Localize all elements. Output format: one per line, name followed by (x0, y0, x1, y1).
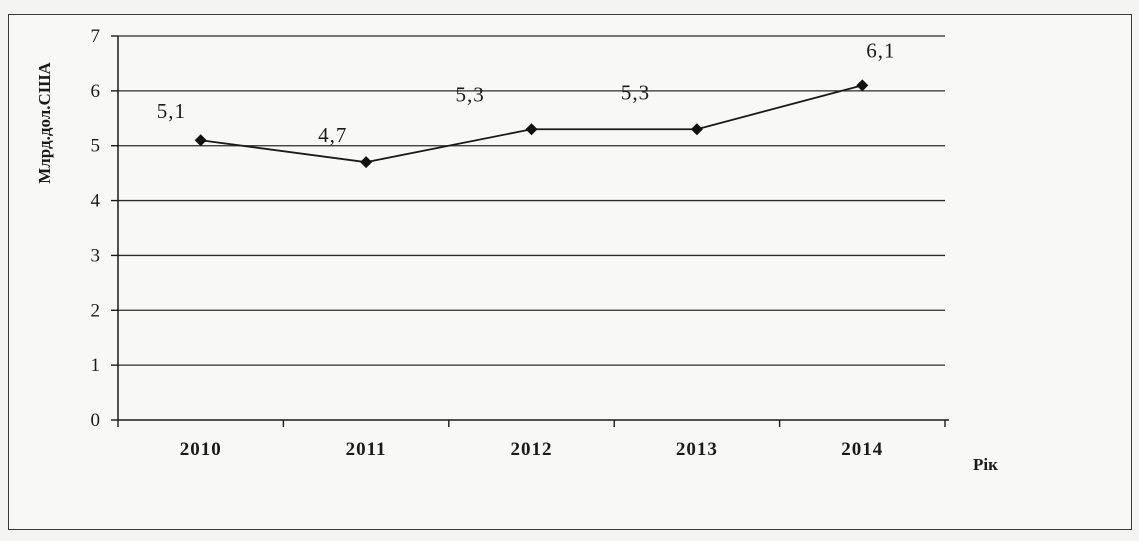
x-tick-label: 2012 (511, 439, 553, 460)
data-point-marker (525, 123, 538, 136)
data-point-marker (360, 156, 373, 169)
data-point-marker (856, 79, 869, 92)
y-tick-label: 0 (91, 410, 101, 431)
data-label: 5,3 (621, 80, 650, 104)
data-label: 4,7 (318, 123, 347, 147)
chart-frame (8, 14, 1132, 530)
x-tick-label: 2013 (676, 439, 718, 460)
y-tick-label: 1 (91, 355, 101, 376)
x-axis-title: Рік (973, 455, 998, 474)
data-point-marker (194, 134, 207, 147)
data-label: 5,3 (456, 82, 485, 106)
data-point-marker (690, 123, 703, 136)
y-tick-label: 2 (91, 300, 101, 321)
x-tick-label: 2010 (180, 439, 222, 460)
y-tick-label: 7 (91, 26, 101, 47)
x-tick-label: 2011 (346, 439, 387, 460)
y-tick-label: 4 (91, 191, 101, 212)
y-tick-label: 5 (91, 136, 101, 157)
y-axis-title: Млрд.дол.США (35, 62, 54, 184)
data-label: 6,1 (866, 38, 895, 62)
data-label: 5,1 (157, 99, 186, 123)
x-tick-label: 2014 (841, 439, 883, 460)
y-tick-label: 6 (91, 81, 101, 102)
y-tick-label: 3 (91, 245, 101, 266)
